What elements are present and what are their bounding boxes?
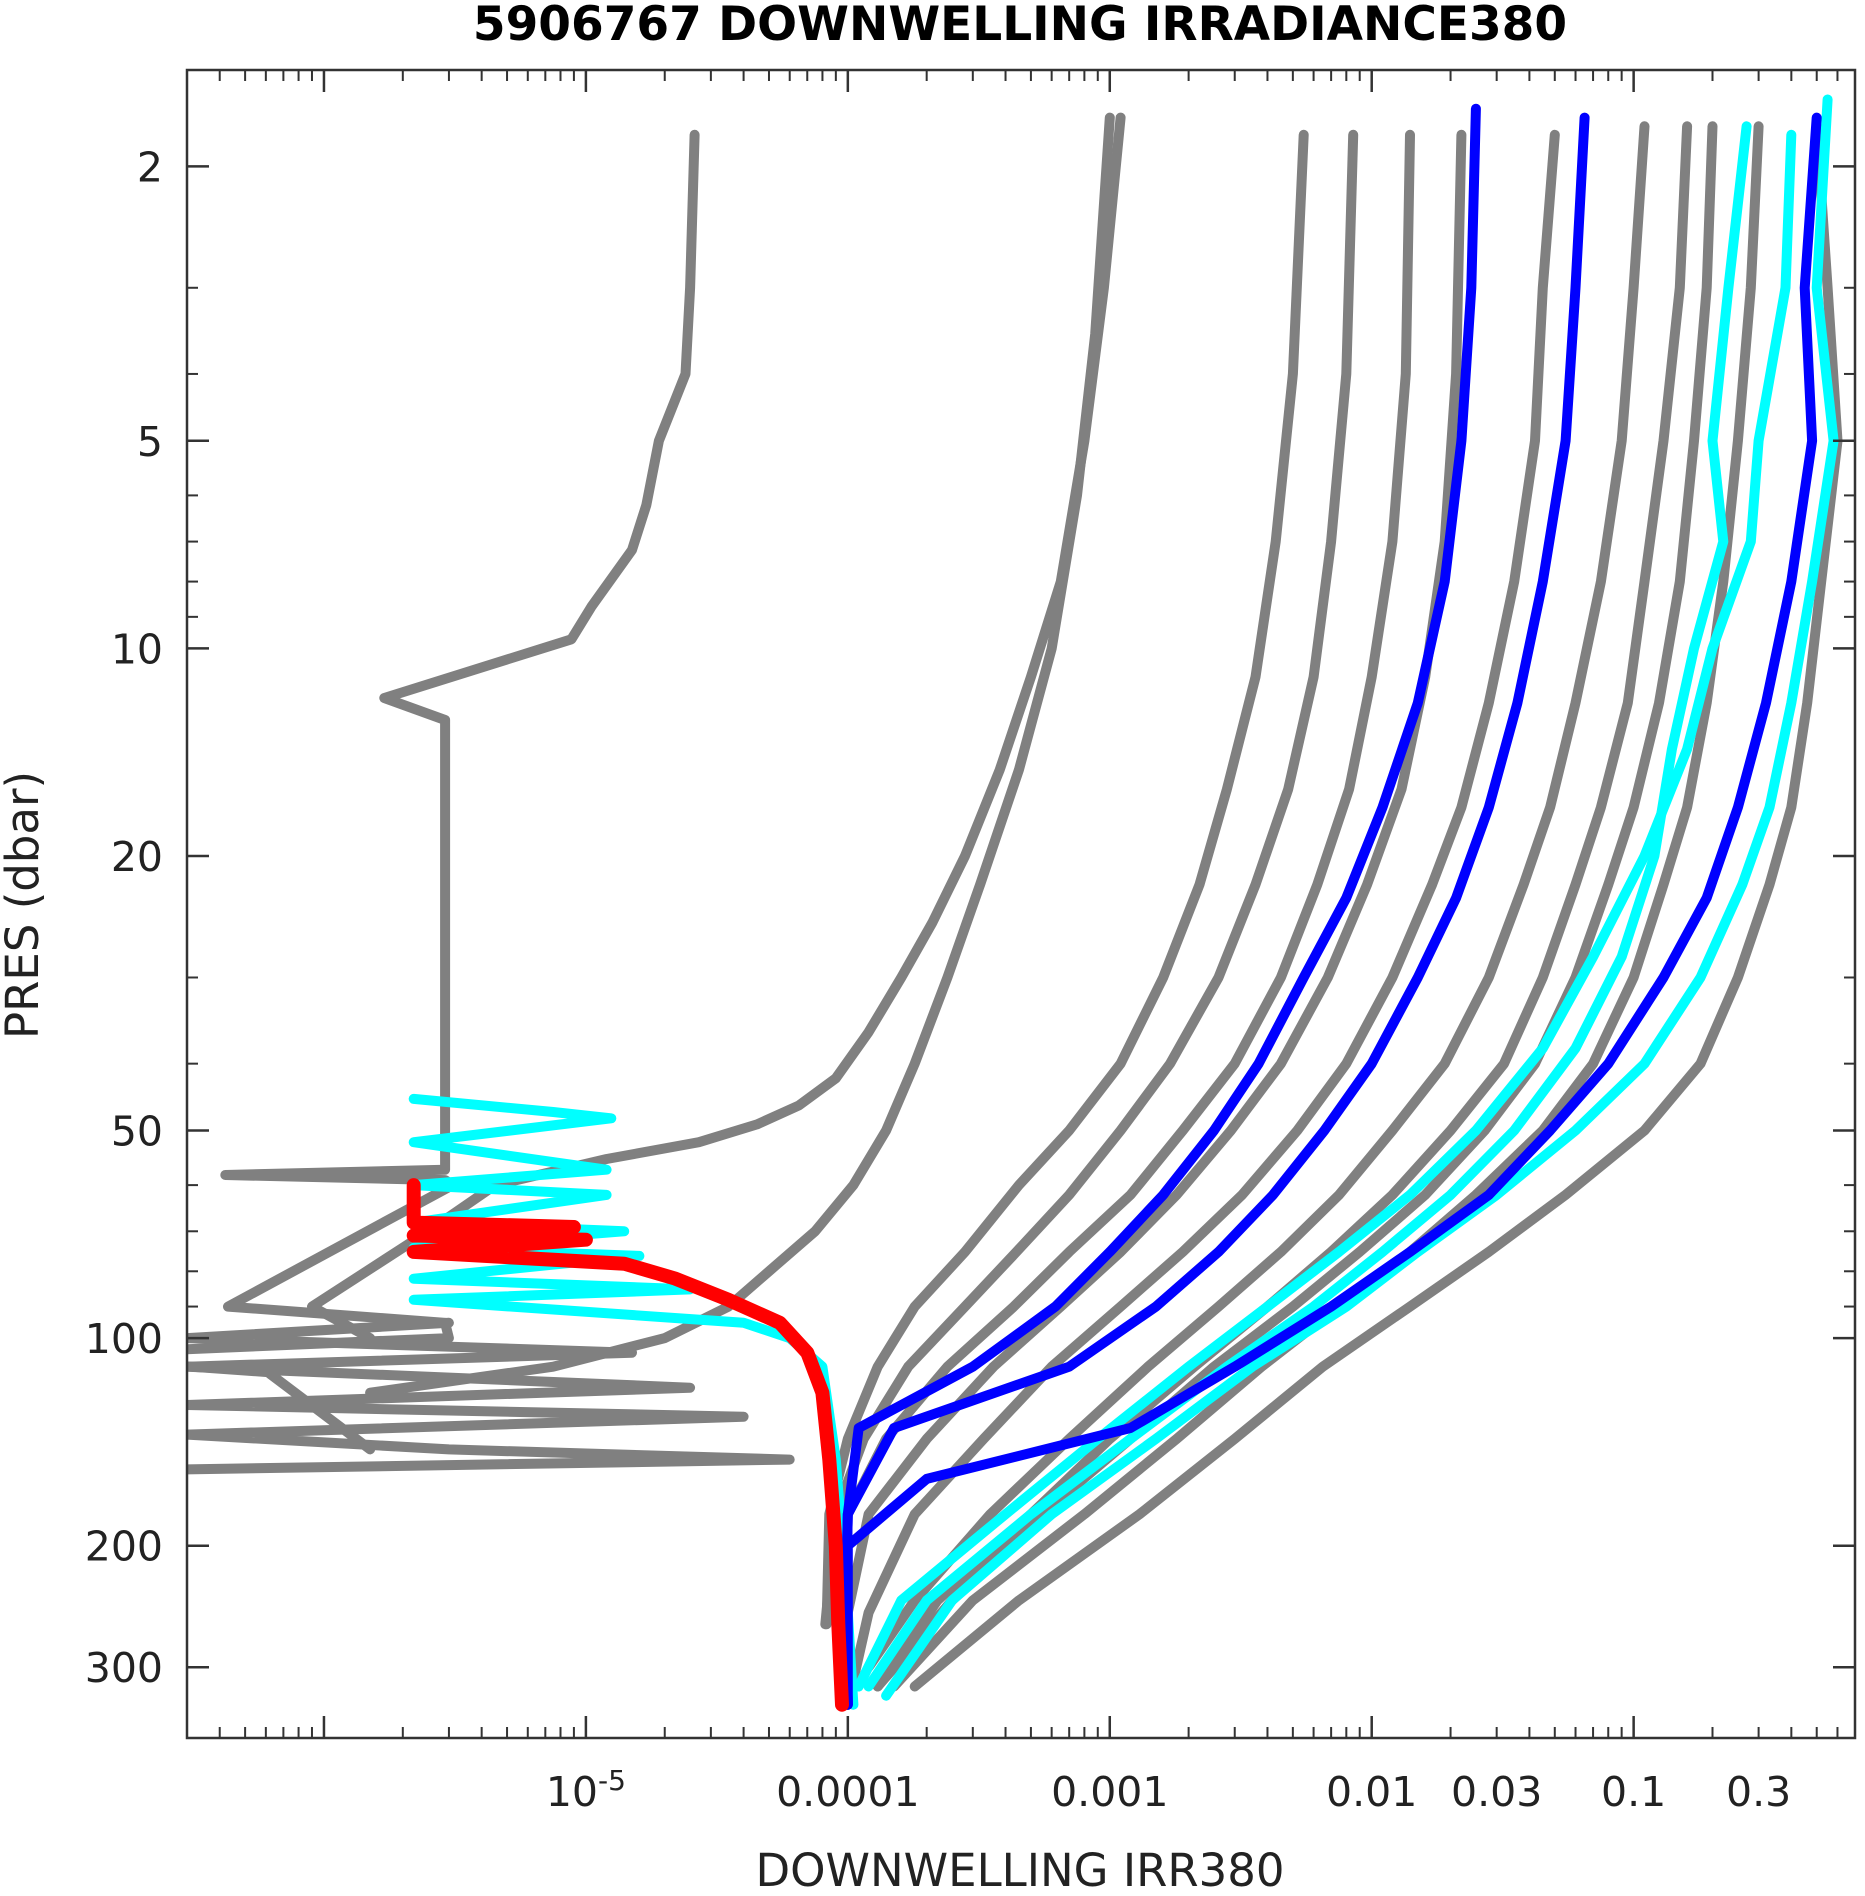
profile-line-previous [840, 112, 1590, 1710]
profile-line-older [187, 129, 700, 1455]
profile-line-recent [853, 129, 1797, 1692]
y-tick-label: 300 [85, 1644, 163, 1692]
x-tick-label: 0.03 [1451, 1768, 1542, 1816]
profile-line-older [187, 1317, 795, 1475]
profile-line-older [821, 129, 1309, 1630]
profile-line-older [830, 129, 1415, 1618]
profile-line-previous [840, 103, 1481, 1710]
profile-line-older [842, 129, 1560, 1710]
chart-title: 5906767 DOWNWELLING IRRADIANCE380 [473, 0, 1567, 52]
profile-line-recent [408, 1093, 859, 1710]
x-tick-label: 0.0001 [776, 1768, 919, 1816]
profile-line-older [889, 121, 1764, 1692]
x-tick-label: 10-5 [546, 1764, 626, 1816]
y-tick-label: 50 [111, 1107, 163, 1155]
y-tick-labels: 2 5 10 20 50 100 200 300 [85, 143, 163, 1692]
y-tick-label: 20 [111, 833, 163, 881]
x-tick-label: 0.1 [1601, 1768, 1666, 1816]
y-tick-label: 200 [85, 1523, 163, 1571]
y-tick-label: 100 [85, 1315, 163, 1363]
profile-lines [187, 94, 1843, 1712]
x-tick-label: 0.001 [1051, 1768, 1168, 1816]
profile-line-older [307, 112, 1126, 1344]
profile-line-older [820, 129, 1359, 1630]
profile-line-older [872, 121, 1693, 1692]
profile-line-latest [406, 1178, 849, 1712]
y-tick-label: 5 [137, 418, 163, 466]
x-tick-labels: 10-5 0.0001 0.001 0.01 0.03 0.1 0.3 [546, 1764, 1791, 1816]
profile-line-recent [881, 94, 1839, 1701]
x-tick-label: 0.01 [1326, 1768, 1417, 1816]
x-axis-label: DOWNWELLING IRR380 [755, 1844, 1284, 1896]
profile-line-older [365, 112, 1115, 1398]
x-tick-label: 0.3 [1726, 1768, 1791, 1816]
y-tick-label: 10 [111, 625, 163, 673]
y-axis-label: PRES (dbar) [0, 771, 49, 1039]
y-tick-label: 2 [137, 143, 163, 191]
profile-line-older [909, 121, 1843, 1692]
axis-ticks [186, 70, 1855, 1738]
plot-frame [185, 68, 1857, 1740]
profile-line-previous [842, 112, 1822, 1710]
profile-line-recent [863, 121, 1752, 1692]
